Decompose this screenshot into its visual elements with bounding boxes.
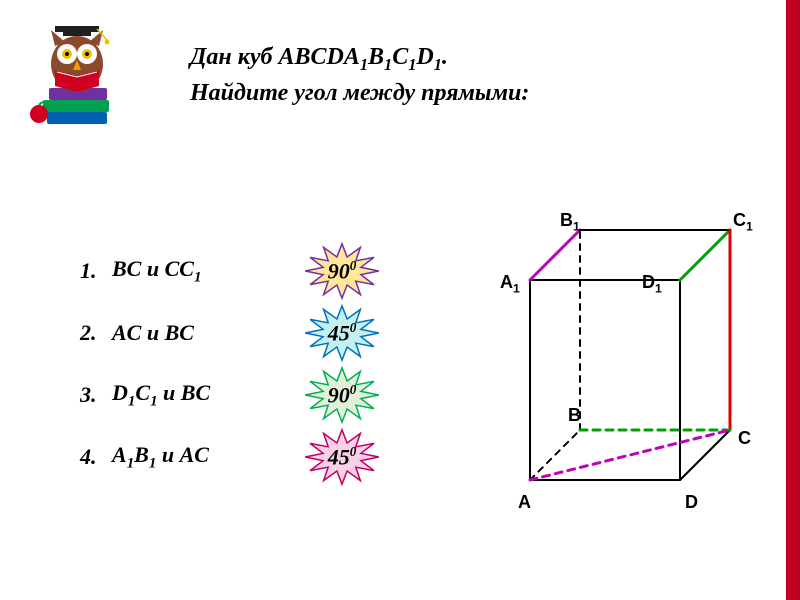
title-line1: Дан куб ABCDA1B1C1D1. xyxy=(190,40,529,76)
answer-value: 900 xyxy=(328,258,357,284)
vertex-label: B xyxy=(568,405,581,426)
problem-text: D1C1 и BC xyxy=(112,380,287,410)
answer-value: 900 xyxy=(328,382,357,408)
vertex-label: B1 xyxy=(560,210,580,234)
t1c: C xyxy=(392,44,408,70)
t1a: Дан куб ABCDA xyxy=(190,44,360,70)
answer-burst: 450 xyxy=(287,428,397,486)
answer-burst: 900 xyxy=(287,242,397,300)
owl-books-decoration xyxy=(25,20,125,135)
problem-text: BC и СС1 xyxy=(112,256,287,286)
t1s2: 1 xyxy=(384,55,392,74)
cube-diagram: A B C D A1 B1 C1 D1 xyxy=(470,180,770,530)
title-line2: Найдите угол между прямыми: xyxy=(190,76,529,111)
problems-list: 1.BC и СС1 900 2.AC и BC 450 3.D1C1 и BC 900 4… xyxy=(80,240,460,488)
answer-burst: 450 xyxy=(287,304,397,362)
problem-row: 4.A1B1 и AC 450 xyxy=(80,426,460,488)
answer-value: 450 xyxy=(328,320,357,346)
t1s4: 1 xyxy=(434,55,442,74)
answer-value: 450 xyxy=(328,444,357,470)
problem-number: 3. xyxy=(80,382,112,408)
problem-row: 1.BC и СС1 900 xyxy=(80,240,460,302)
problem-row: 2.AC и BC 450 xyxy=(80,302,460,364)
t1b: B xyxy=(368,44,384,70)
vertex-label: C xyxy=(738,428,751,449)
problem-text: AC и BC xyxy=(112,320,287,346)
problem-number: 2. xyxy=(80,320,112,346)
vertex-label: D1 xyxy=(642,272,662,296)
problem-title: Дан куб ABCDA1B1C1D1. Найдите угол между… xyxy=(190,40,529,111)
vertex-label: A xyxy=(518,492,531,513)
problem-text: A1B1 и AC xyxy=(112,442,287,472)
vertex-label: C1 xyxy=(733,210,753,234)
vertex-label: A1 xyxy=(500,272,520,296)
vertex-label: D xyxy=(685,492,698,513)
problem-row: 3.D1C1 и BC 900 xyxy=(80,364,460,426)
t1s1: 1 xyxy=(360,55,368,74)
t1d: D xyxy=(416,44,433,70)
answer-burst: 900 xyxy=(287,366,397,424)
problem-number: 4. xyxy=(80,444,112,470)
problem-number: 1. xyxy=(80,258,112,284)
accent-bar xyxy=(786,0,800,600)
t1e: . xyxy=(442,44,448,70)
